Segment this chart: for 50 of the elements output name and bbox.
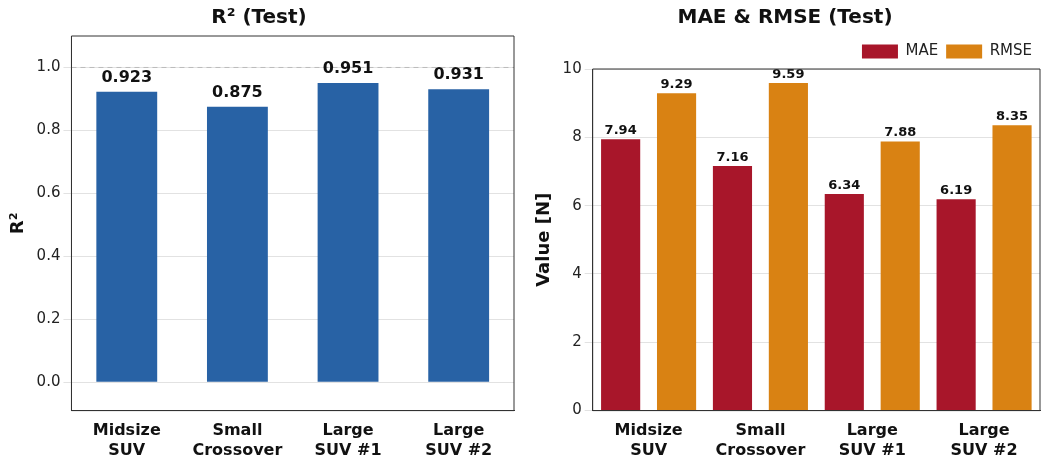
legend-label: RMSE xyxy=(989,41,1033,60)
x-tick-label: Small Crossover xyxy=(715,420,806,459)
y-axis-title: Value [N] xyxy=(532,192,554,287)
x-tick-label: Large SUV #1 xyxy=(314,420,382,459)
bar xyxy=(992,125,1032,411)
y-tick-label: 4 xyxy=(572,263,582,282)
data-label: 0.951 xyxy=(322,58,374,78)
y-tick-label: 10 xyxy=(562,58,582,77)
data-label: 6.19 xyxy=(940,182,973,198)
data-label: 9.29 xyxy=(660,76,693,92)
bar xyxy=(96,91,158,382)
bar xyxy=(824,194,864,411)
data-label: 8.35 xyxy=(996,108,1029,124)
data-label: 0.923 xyxy=(101,66,153,86)
data-label: 7.16 xyxy=(716,148,749,164)
data-label: 0.875 xyxy=(212,81,263,101)
x-tick-label: Midsize SUV xyxy=(92,420,161,459)
bar xyxy=(880,141,920,411)
data-label: 0.931 xyxy=(433,64,484,84)
bar xyxy=(601,139,641,411)
chart-title: MAE & RMSE (Test) xyxy=(677,4,893,29)
data-label: 9.59 xyxy=(772,65,805,81)
bar xyxy=(712,166,753,411)
y-tick-label: 0.6 xyxy=(36,183,61,202)
bar xyxy=(768,83,808,411)
bar xyxy=(656,93,697,411)
y-tick-label: 2 xyxy=(572,332,582,351)
x-tick-label: Large SUV #1 xyxy=(838,420,906,459)
data-label: 7.94 xyxy=(604,122,637,138)
y-tick-label: 8 xyxy=(572,127,582,146)
y-tick-label: 0 xyxy=(572,400,582,419)
y-tick-label: 0.4 xyxy=(36,246,61,265)
y-tick-label: 0.2 xyxy=(36,309,61,328)
y-tick-label: 6 xyxy=(572,195,582,214)
x-tick-label: Large SUV #2 xyxy=(425,420,493,459)
bar xyxy=(206,106,268,382)
y-axis-title: R² xyxy=(6,212,28,235)
x-tick-label: Large SUV #2 xyxy=(950,420,1018,459)
data-label: 7.88 xyxy=(884,124,917,140)
bar xyxy=(936,199,976,411)
x-tick-label: Small Crossover xyxy=(192,420,283,459)
data-label: 6.34 xyxy=(828,176,861,192)
y-tick-label: 1.0 xyxy=(36,57,61,76)
bar xyxy=(317,82,379,382)
x-tick-label: Midsize SUV xyxy=(614,420,683,459)
y-tick-label: 0.8 xyxy=(36,120,61,139)
bar xyxy=(428,89,490,382)
chart-title: R² (Test) xyxy=(211,4,307,29)
y-tick-label: 0.0 xyxy=(36,372,61,391)
legend-label: MAE xyxy=(905,41,939,60)
